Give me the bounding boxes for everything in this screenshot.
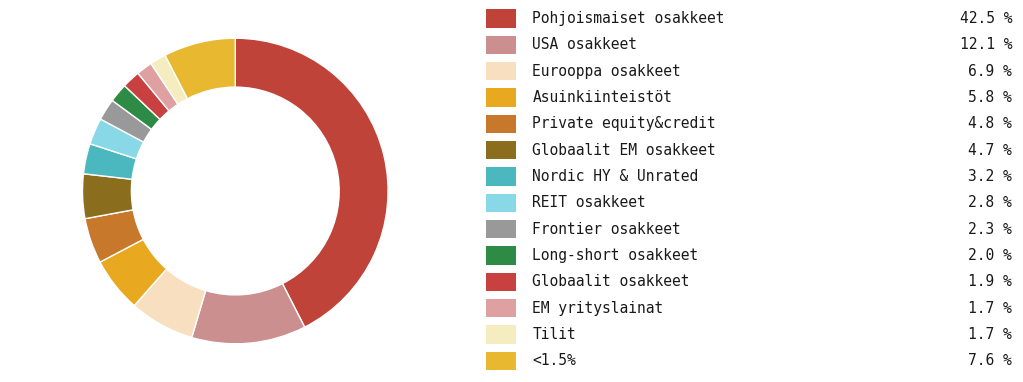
Text: 1.9 %: 1.9 %: [969, 274, 1012, 290]
Text: 6.9 %: 6.9 %: [969, 64, 1012, 79]
Wedge shape: [138, 63, 178, 111]
Text: 7.6 %: 7.6 %: [969, 353, 1012, 368]
Wedge shape: [191, 283, 305, 344]
FancyBboxPatch shape: [486, 352, 516, 370]
Wedge shape: [100, 100, 151, 142]
FancyBboxPatch shape: [486, 220, 516, 238]
FancyBboxPatch shape: [486, 9, 516, 28]
FancyBboxPatch shape: [486, 88, 516, 107]
Text: Globaalit EM osakkeet: Globaalit EM osakkeet: [532, 142, 716, 158]
Wedge shape: [151, 55, 187, 104]
Text: 42.5 %: 42.5 %: [960, 11, 1012, 26]
Text: REIT osakkeet: REIT osakkeet: [532, 195, 647, 210]
Text: EM yrityslainat: EM yrityslainat: [532, 301, 664, 316]
Wedge shape: [100, 240, 167, 306]
Wedge shape: [113, 86, 160, 129]
Text: 2.0 %: 2.0 %: [969, 248, 1012, 263]
FancyBboxPatch shape: [486, 141, 516, 159]
Text: 5.8 %: 5.8 %: [969, 90, 1012, 105]
Text: Frontier osakkeet: Frontier osakkeet: [532, 222, 681, 237]
FancyBboxPatch shape: [486, 273, 516, 291]
FancyBboxPatch shape: [486, 36, 516, 54]
Text: Globaalit osakkeet: Globaalit osakkeet: [532, 274, 690, 290]
Text: 12.1 %: 12.1 %: [960, 37, 1012, 52]
FancyBboxPatch shape: [486, 62, 516, 80]
Wedge shape: [84, 144, 136, 179]
Wedge shape: [125, 73, 169, 120]
FancyBboxPatch shape: [486, 299, 516, 317]
Text: 4.7 %: 4.7 %: [969, 142, 1012, 158]
Text: Long-short osakkeet: Long-short osakkeet: [532, 248, 699, 263]
Wedge shape: [134, 269, 206, 337]
Text: 2.8 %: 2.8 %: [969, 195, 1012, 210]
Text: Private equity&credit: Private equity&credit: [532, 117, 716, 131]
FancyBboxPatch shape: [486, 246, 516, 265]
Text: Nordic HY & Unrated: Nordic HY & Unrated: [532, 169, 699, 184]
Text: USA osakkeet: USA osakkeet: [532, 37, 637, 52]
Text: Tilit: Tilit: [532, 327, 576, 342]
Wedge shape: [90, 119, 143, 159]
FancyBboxPatch shape: [486, 194, 516, 212]
Text: 2.3 %: 2.3 %: [969, 222, 1012, 237]
Text: Asuinkiinteistöt: Asuinkiinteistöt: [532, 90, 672, 105]
FancyBboxPatch shape: [486, 325, 516, 344]
Wedge shape: [235, 38, 388, 327]
Text: <1.5%: <1.5%: [532, 353, 576, 368]
Text: Eurooppa osakkeet: Eurooppa osakkeet: [532, 64, 681, 79]
Text: 1.7 %: 1.7 %: [969, 301, 1012, 316]
FancyBboxPatch shape: [486, 167, 516, 186]
Text: 3.2 %: 3.2 %: [969, 169, 1012, 184]
Wedge shape: [165, 38, 235, 99]
Wedge shape: [85, 210, 143, 262]
Text: Pohjoismaiset osakkeet: Pohjoismaiset osakkeet: [532, 11, 725, 26]
Text: 4.8 %: 4.8 %: [969, 117, 1012, 131]
FancyBboxPatch shape: [486, 115, 516, 133]
Text: 1.7 %: 1.7 %: [969, 327, 1012, 342]
Wedge shape: [83, 174, 133, 219]
